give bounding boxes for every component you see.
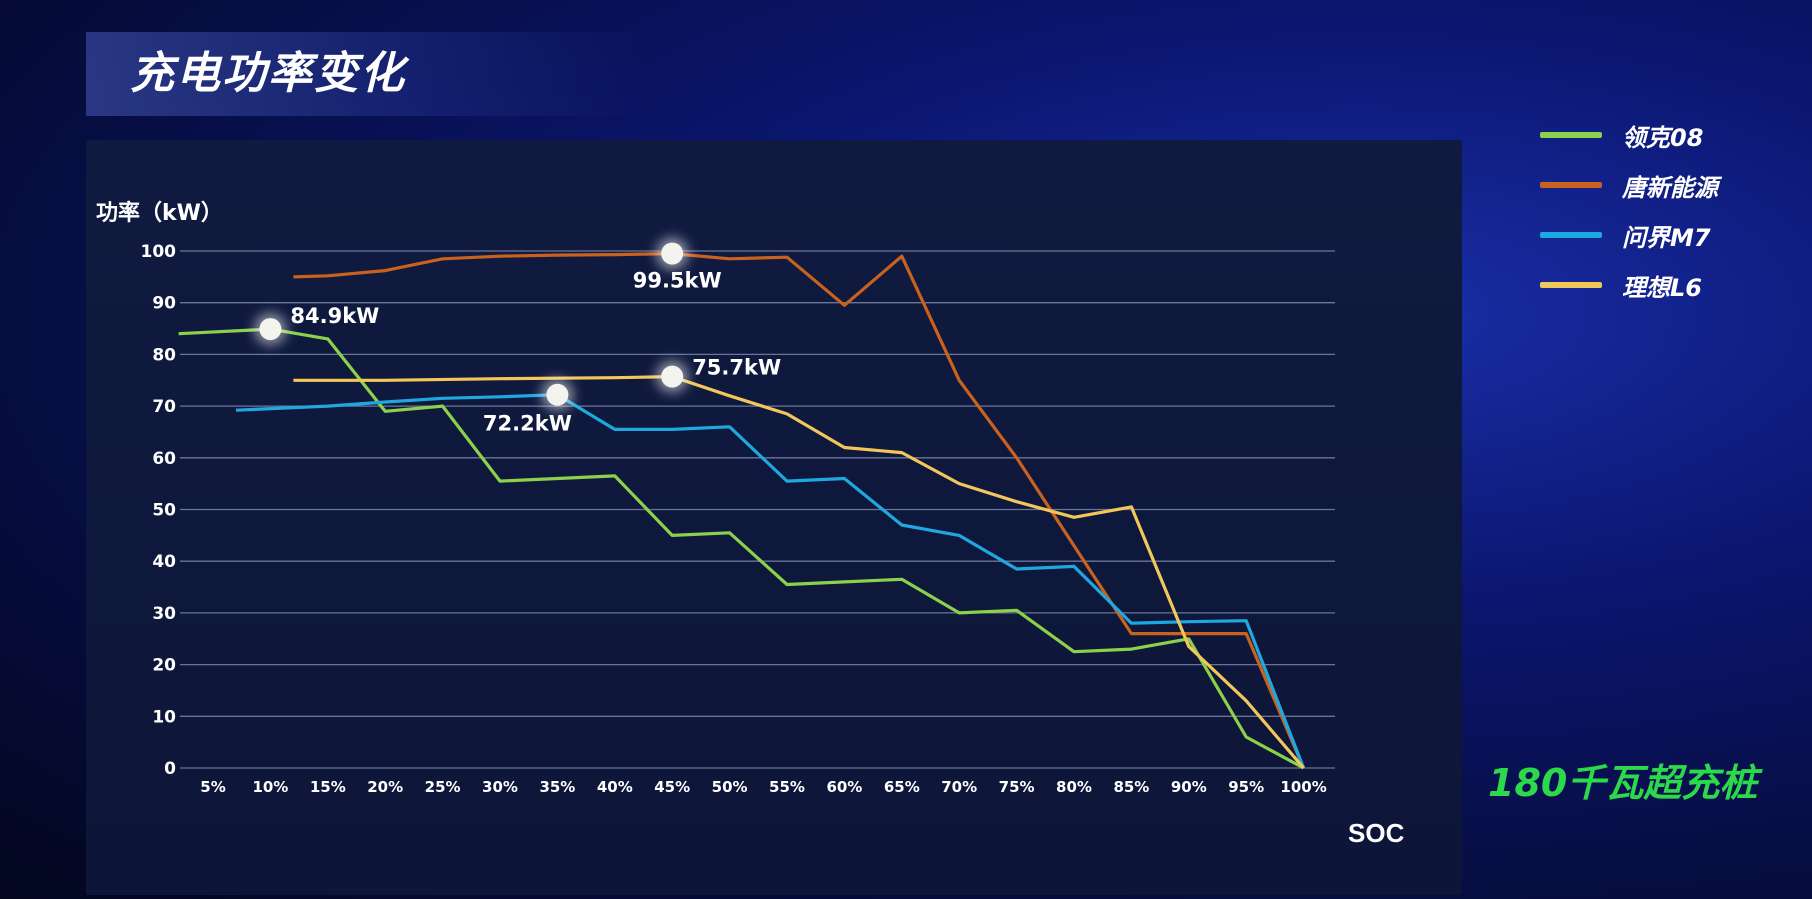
- annotations: 84.9kW 99.5kW 75.7kW 72.2kW: [254, 237, 781, 436]
- data-label: 99.5kW: [633, 269, 722, 293]
- data-label: 84.9kW: [290, 304, 379, 328]
- series-line: [178, 327, 1305, 770]
- y-tick-label: 60: [152, 449, 176, 469]
- x-tick-label: 55%: [769, 778, 805, 796]
- highlight-point: [661, 242, 684, 265]
- x-tick-label: 30%: [482, 778, 518, 796]
- legend-label: 问界M7: [1622, 223, 1711, 252]
- x-tick-label: 85%: [1113, 778, 1149, 796]
- highlight-point: [546, 383, 569, 406]
- x-tick-label: 100%: [1280, 778, 1326, 796]
- x-tick-label: 70%: [941, 778, 977, 796]
- series-line: [235, 393, 1306, 769]
- legend-item: 理想L6: [1540, 260, 1800, 310]
- data-label: 72.2kW: [483, 412, 572, 436]
- chart-panel: [86, 140, 1462, 895]
- x-tick-label: 15%: [310, 778, 346, 796]
- y-axis-label: 功率（kW）: [96, 200, 223, 226]
- x-tick-label: 5%: [200, 778, 225, 796]
- y-tick-label: 90: [152, 294, 176, 314]
- y-tick-label: 80: [152, 345, 176, 365]
- y-tick-label: 40: [152, 552, 176, 572]
- gridlines: [180, 250, 1335, 769]
- x-tick-label: 90%: [1171, 778, 1207, 796]
- y-tick-label: 30: [152, 604, 176, 624]
- x-tick-label: 95%: [1228, 778, 1264, 796]
- x-tick-label: 45%: [654, 778, 690, 796]
- highlight-point: [259, 318, 282, 341]
- x-tick-label: 75%: [999, 778, 1035, 796]
- y-tick-label: 100: [141, 242, 177, 262]
- x-tick-label: 25%: [425, 778, 461, 796]
- slide-title: 充电功率变化: [130, 48, 406, 99]
- x-tick-label: 40%: [597, 778, 633, 796]
- highlight-point: [661, 365, 684, 388]
- legend-item: 问界M7: [1540, 210, 1800, 260]
- series-lines: [178, 252, 1306, 770]
- series-line: [293, 252, 1306, 769]
- x-axis-label: SOC: [1348, 818, 1405, 848]
- x-tick-label: 35%: [539, 778, 575, 796]
- footer-tag: 180千瓦超充桩: [1488, 761, 1758, 805]
- x-tick-label: 50%: [712, 778, 748, 796]
- legend-swatch: [1540, 282, 1602, 288]
- data-label: 75.7kW: [692, 356, 781, 380]
- legend-label: 领克08: [1622, 123, 1704, 152]
- y-tick-label: 50: [152, 501, 176, 521]
- x-tick-label: 65%: [884, 778, 920, 796]
- y-tick-label: 20: [152, 656, 176, 676]
- x-tick-label: 80%: [1056, 778, 1092, 796]
- x-tick-label: 10%: [252, 778, 288, 796]
- legend-item: 领克08: [1540, 110, 1800, 160]
- y-tick-labels: 0 10 20 30 40 50 60 70 80 90 100: [141, 242, 177, 779]
- legend-label: 唐新能源: [1622, 173, 1718, 202]
- x-tick-label: 60%: [826, 778, 862, 796]
- y-tick-label: 0: [164, 759, 176, 779]
- series-line: [293, 375, 1305, 770]
- x-tick-labels: 5% 10% 15% 20% 25% 30% 35% 40% 45% 50% 55% 60% 65% 70…: [200, 778, 1327, 796]
- legend-swatch: [1540, 182, 1602, 188]
- y-tick-label: 10: [152, 707, 176, 727]
- legend: 领克08 唐新能源 问界M7 理想L6: [1540, 110, 1800, 310]
- legend-swatch: [1540, 132, 1602, 138]
- y-tick-label: 70: [152, 397, 176, 417]
- title-banner: [86, 32, 646, 116]
- legend-item: 唐新能源: [1540, 160, 1800, 210]
- x-tick-label: 20%: [367, 778, 403, 796]
- legend-swatch: [1540, 232, 1602, 238]
- legend-label: 理想L6: [1622, 273, 1702, 302]
